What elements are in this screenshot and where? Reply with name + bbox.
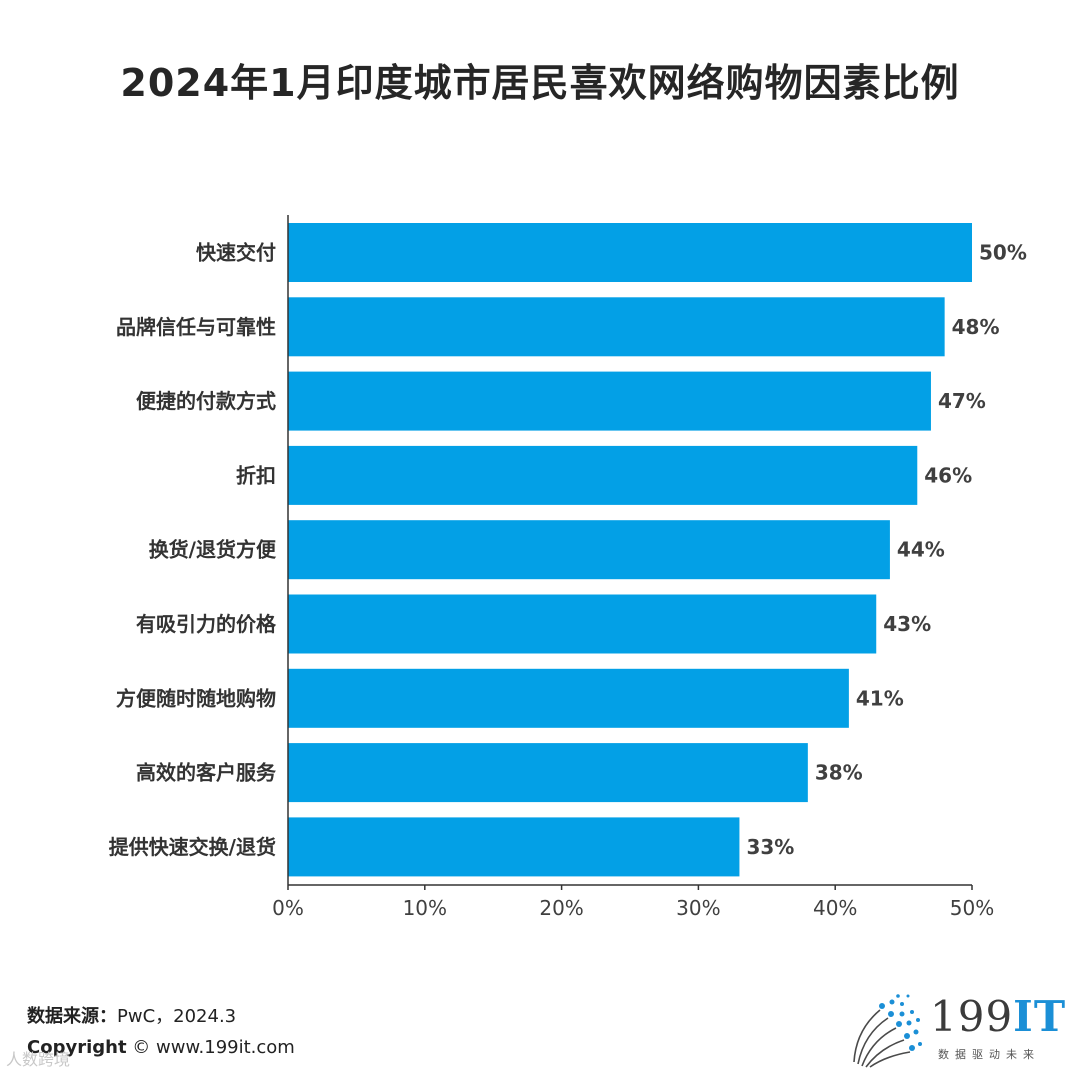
bar-9 <box>288 817 740 877</box>
x-tick-label-1: 0% <box>272 896 304 920</box>
value-label-9: 33% <box>746 835 794 859</box>
bar-3 <box>288 371 931 431</box>
value-label-3: 47% <box>938 389 986 413</box>
bar-4 <box>288 445 918 505</box>
copyright-value: © www.199it.com <box>132 1037 295 1058</box>
x-tick-label-3: 20% <box>539 896 583 920</box>
value-label-2: 48% <box>952 315 1000 339</box>
bar-5 <box>288 520 890 580</box>
category-label-3: 便捷的付款方式 <box>136 389 276 413</box>
chart-title: 2024年1月印度城市居民喜欢网络购物因素比例 <box>120 61 960 105</box>
copyright-label: Copyright <box>27 1037 127 1058</box>
category-label-5: 换货/退货方便 <box>149 538 277 562</box>
category-labels-group: 快速交付品牌信任与可靠性便捷的付款方式折扣换货/退货方便有吸引力的价格方便随时随… <box>109 241 277 859</box>
bars-group <box>288 223 972 877</box>
bar-6 <box>288 594 877 654</box>
x-tick-label-5: 40% <box>813 896 857 920</box>
bar-8 <box>288 743 808 803</box>
category-label-8: 高效的客户服务 <box>136 761 277 785</box>
value-label-6: 43% <box>883 612 931 636</box>
bar-1 <box>288 223 972 282</box>
logo-wordmark: 199IT <box>930 992 1067 1041</box>
source-value: PwC，2024.3 <box>117 1006 237 1027</box>
category-label-1: 快速交付 <box>196 241 276 265</box>
bar-2 <box>288 297 945 357</box>
value-label-7: 41% <box>856 686 904 710</box>
value-label-4: 46% <box>924 463 972 487</box>
data-source: 数据来源：PwC，2024.3 <box>27 1002 236 1028</box>
value-label-1: 50% <box>979 241 1027 265</box>
dot-fan-logo-icon <box>853 994 922 1068</box>
x-tick-label-6: 50% <box>950 896 994 920</box>
watermark: 人数跨境 <box>6 1050 71 1069</box>
x-tick-label-2: 10% <box>403 896 447 920</box>
category-label-4: 折扣 <box>236 463 276 487</box>
x-tick-label-4: 30% <box>676 896 720 920</box>
category-label-7: 方便随时随地购物 <box>116 686 276 710</box>
value-label-5: 44% <box>897 538 945 562</box>
logo-199it: 199IT 数据驱动未来 <box>846 990 1065 1070</box>
source-label: 数据来源： <box>27 1006 117 1027</box>
bar-7 <box>288 668 849 728</box>
category-label-9: 提供快速交换/退货 <box>109 835 276 859</box>
value-labels-group: 50% 48% 47% 46% 44% 43% 41% 38% 33% <box>746 241 1026 859</box>
logo-tagline: 数据驱动未来 <box>938 1048 1040 1061</box>
value-label-8: 38% <box>815 761 863 785</box>
copyright: Copyright © www.199it.com <box>27 1037 295 1058</box>
axes-group: 0% 10% 20% 30% 40% 50% <box>272 215 994 920</box>
category-label-2: 品牌信任与可靠性 <box>116 315 276 339</box>
category-label-6: 有吸引力的价格 <box>136 612 277 636</box>
